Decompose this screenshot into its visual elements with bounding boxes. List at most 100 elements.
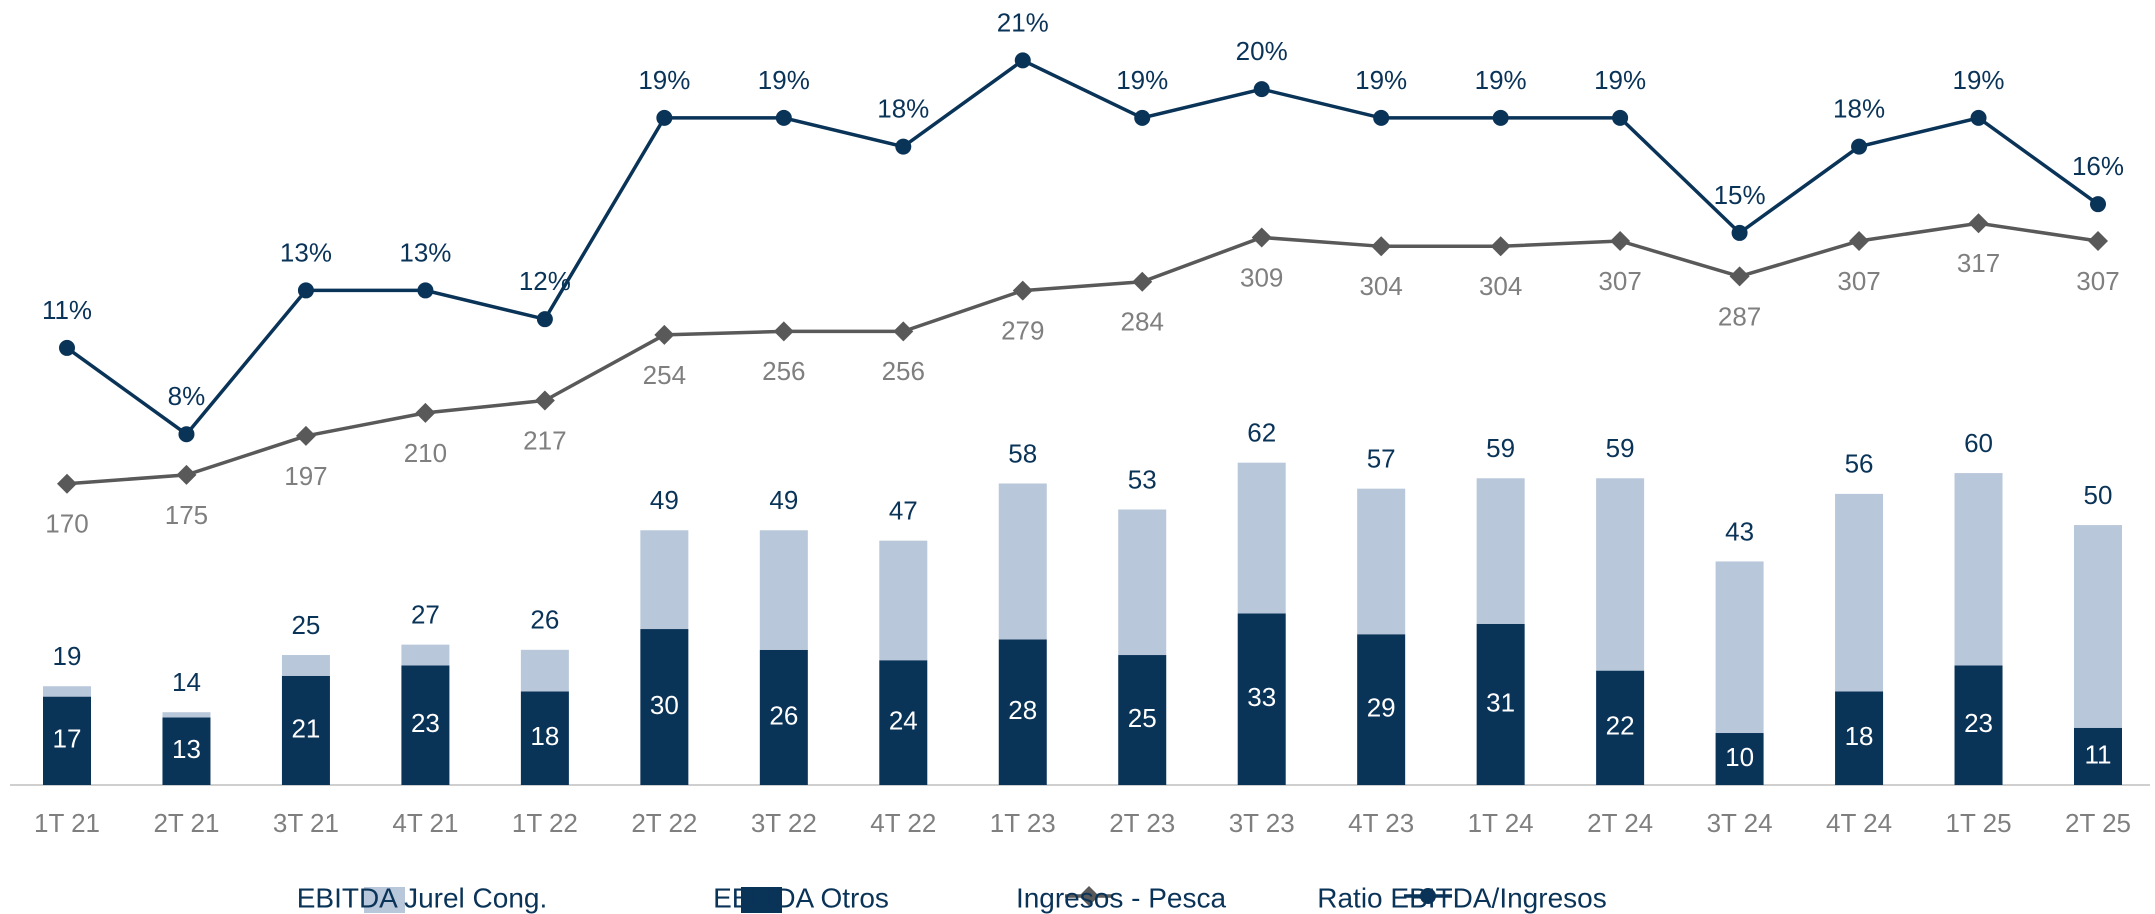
data-label: 19% — [1953, 65, 2005, 95]
marker — [1014, 52, 1031, 69]
marker — [2090, 196, 2106, 213]
x-tick-label: 1T 22 — [512, 808, 578, 838]
bar — [401, 665, 450, 785]
bar — [1237, 462, 1286, 614]
legend-label: EBITDA Jurel Cong. — [297, 882, 548, 913]
x-tick-label: 2T 23 — [1109, 808, 1175, 838]
bar — [1596, 478, 1645, 671]
data-label: 307 — [1598, 266, 1641, 296]
line — [65, 58, 2100, 437]
data-label: 18% — [877, 94, 929, 124]
total-label: 59 — [1606, 433, 1635, 463]
data-label: 13% — [399, 237, 451, 267]
data-label: 317 — [1957, 248, 2000, 278]
marker — [1253, 81, 1270, 98]
bar — [281, 655, 330, 676]
data-label: 279 — [1001, 315, 1044, 345]
legend-label: Ratio EBITDA/Ingresos — [1317, 882, 1606, 913]
x-tick-label: 3T 23 — [1229, 808, 1295, 838]
bar-label: 18 — [530, 721, 559, 751]
marker — [176, 464, 197, 485]
marker — [1851, 138, 1868, 155]
data-label: 11% — [42, 295, 92, 325]
legend-label: Ingresos - Pesca — [1016, 882, 1227, 913]
bar — [1954, 665, 2003, 785]
bar — [1835, 493, 1884, 692]
bar — [1118, 509, 1167, 656]
bar — [1476, 478, 1525, 624]
bar — [43, 696, 91, 785]
data-label: 21% — [997, 7, 1049, 37]
bar-label: 28 — [1008, 695, 1037, 725]
line — [66, 221, 2099, 486]
legend-marker — [1079, 886, 1099, 906]
total-label: 60 — [1964, 428, 1993, 458]
marker — [415, 402, 436, 423]
data-label: 170 — [45, 509, 88, 539]
total-label: 26 — [530, 605, 559, 635]
total-label: 25 — [291, 610, 320, 640]
total-label: 27 — [411, 600, 440, 630]
bar — [1237, 613, 1286, 785]
bar — [1715, 561, 1764, 734]
marker — [1134, 109, 1151, 126]
marker — [1251, 227, 1272, 248]
bar-label: 29 — [1367, 692, 1396, 722]
total-label: 57 — [1367, 444, 1396, 474]
bar-label: 23 — [1964, 708, 1993, 738]
marker — [2088, 230, 2108, 251]
x-tick-label: 3T 22 — [751, 808, 817, 838]
marker — [1012, 280, 1033, 301]
bar — [2074, 727, 2122, 785]
marker — [1373, 109, 1390, 126]
data-label: 19% — [1116, 65, 1168, 95]
x-tick-label: 1T 21 — [34, 808, 100, 838]
bar — [759, 530, 808, 650]
data-label: 20% — [1236, 36, 1288, 66]
data-label: 197 — [284, 461, 327, 491]
data-label: 19% — [638, 65, 690, 95]
bar — [1715, 733, 1764, 785]
bar-label: 24 — [889, 705, 918, 735]
bar — [998, 639, 1047, 785]
bar — [879, 660, 928, 785]
bar — [1476, 623, 1525, 785]
data-label: 18% — [1833, 94, 1885, 124]
bar-label: 23 — [411, 708, 440, 738]
marker — [1731, 224, 1748, 241]
bar — [281, 675, 330, 785]
bar-label: 30 — [650, 690, 679, 720]
legend-swatch — [364, 887, 405, 913]
bar — [1596, 670, 1645, 785]
x-tick-label: 3T 21 — [273, 808, 339, 838]
data-label: 8% — [168, 381, 206, 411]
bar-label: 25 — [1128, 703, 1157, 733]
total-label: 59 — [1486, 433, 1515, 463]
bar — [879, 540, 928, 661]
bar-label: 31 — [1486, 687, 1515, 717]
total-label: 53 — [1128, 464, 1157, 494]
data-label: 19% — [1594, 65, 1646, 95]
marker — [656, 109, 673, 126]
bar — [162, 712, 211, 718]
bar — [998, 483, 1047, 640]
data-label: 217 — [523, 425, 566, 455]
x-tick-label: 2T 24 — [1587, 808, 1653, 838]
total-label: 14 — [172, 667, 201, 697]
data-label: 304 — [1479, 271, 1522, 301]
data-label: 19% — [1475, 65, 1527, 95]
data-label: 307 — [2076, 266, 2119, 296]
data-label: 256 — [762, 356, 805, 386]
x-tick-label: 4T 21 — [392, 808, 458, 838]
x-tick-label: 4T 24 — [1826, 808, 1892, 838]
data-label: 307 — [1837, 266, 1880, 296]
bar-label: 21 — [291, 713, 320, 743]
bar — [1835, 691, 1884, 785]
data-label: 19% — [1355, 65, 1407, 95]
total-label: 62 — [1247, 418, 1276, 448]
total-label: 19 — [53, 641, 82, 671]
bar — [520, 691, 569, 785]
bar-label: 13 — [172, 734, 201, 764]
total-label: 56 — [1845, 449, 1874, 479]
legend-swatch — [741, 887, 782, 913]
